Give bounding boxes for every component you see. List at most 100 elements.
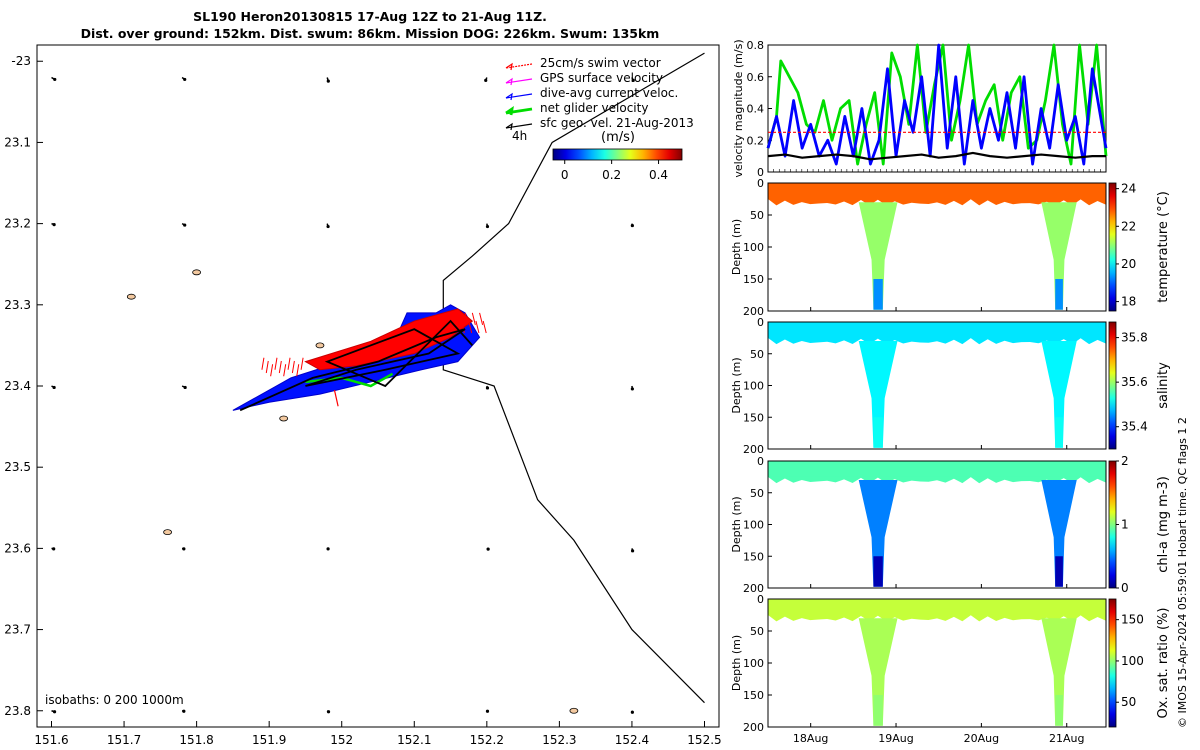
geo-velocity-vector-head — [484, 78, 488, 82]
geo-velocity-vector-head — [183, 223, 187, 227]
map-x-tick-label: 151.8 — [179, 733, 213, 747]
swim-vector — [261, 357, 265, 370]
section-colorbar-tick-label: 1 — [1121, 518, 1129, 532]
section-surface-layer-edge — [768, 337, 1106, 345]
section-y-tick-label: 50 — [750, 209, 764, 222]
section-deep-dive — [1041, 480, 1077, 587]
salinity-section-panel: 0 50 100 150 200 Depth (m) 35.4 35.6 35.8 salinit… — [730, 316, 1171, 456]
swim-vector — [464, 312, 469, 326]
time-axis-tick-label: 18Aug — [793, 732, 828, 745]
geo-velocity-vector-head — [326, 710, 331, 714]
section-surface-layer — [768, 322, 1106, 338]
swim-vector — [265, 360, 269, 374]
swim-vector — [482, 320, 487, 334]
swim-vector — [270, 364, 274, 377]
section-surface-layer — [768, 599, 1106, 615]
section-colorbar-tick-label: 22 — [1121, 219, 1136, 233]
swim-vector — [471, 312, 476, 326]
section-deep-dive-bottom — [873, 417, 883, 448]
title-line-1: SL190 Heron20130815 17-Aug 12Z to 21-Aug… — [193, 9, 547, 24]
section-colorbar-tick-label: 35.6 — [1121, 375, 1148, 389]
section-colorbar-label: salinity — [1156, 362, 1171, 409]
geo-velocity-vector-head — [183, 385, 187, 390]
geo-velocity-vector-head — [326, 547, 330, 551]
geo-velocity-vector-head — [485, 386, 490, 390]
legend-entry-label: GPS surface velocity — [540, 71, 663, 85]
section-colorbar-tick-label: 100 — [1121, 654, 1144, 668]
map-colorbar-label: (m/s) — [601, 130, 635, 145]
section-y-axis-label: Depth (m) — [730, 496, 743, 552]
section-deep-dive-bottom — [873, 695, 883, 726]
map-colorbar-tick-label: 0.4 — [649, 168, 668, 182]
time-axis-tick-label: 19Aug — [878, 732, 913, 745]
section-colorbar — [1108, 182, 1117, 312]
section-colorbar-tick-label: 18 — [1121, 295, 1136, 309]
map-x-tick-label: 152.4 — [615, 733, 649, 747]
map-x-tick-label: 152.1 — [397, 733, 431, 747]
geo-velocity-vector-head — [485, 224, 490, 229]
legend-entry-arrow — [505, 78, 533, 84]
geo-velocity-vector-head — [630, 223, 634, 228]
section-y-tick-label: 100 — [743, 657, 764, 670]
section-y-tick-label: 100 — [743, 241, 764, 254]
swim-vector — [283, 364, 287, 377]
geo-velocity-vector-head — [182, 547, 186, 551]
swim-vector — [278, 360, 282, 374]
section-deep-dive-bottom — [1055, 695, 1063, 726]
legend-entry-arrow — [505, 63, 533, 69]
legend-entry-label: net glider velocity — [540, 101, 648, 115]
geo-velocity-vector-head — [486, 547, 490, 551]
section-surface-layer-edge — [768, 476, 1106, 484]
geo-velocity-vector-head — [52, 547, 56, 551]
swim-vector — [479, 312, 484, 326]
section-colorbar — [1108, 321, 1117, 450]
map-x-tick-label: 152.2 — [470, 733, 504, 747]
map-x-tick-label: 151.7 — [107, 733, 141, 747]
geo-velocity-vector-head — [52, 222, 56, 227]
swim-vector — [333, 389, 339, 407]
map-colorbar — [552, 148, 683, 161]
section-y-axis-label: Depth (m) — [730, 635, 743, 691]
velocity-series-line — [767, 151, 1106, 161]
legend-time-scale-label: 4h — [512, 129, 527, 143]
velocity-y-axis-label: velocity magnitude (m/s) — [732, 39, 745, 177]
map-x-tick-label: 151.6 — [34, 733, 68, 747]
swim-vector — [457, 312, 462, 326]
geo-velocity-vector-head — [53, 77, 57, 82]
section-colorbar-label: Ox. sat. ratio (%) — [1156, 608, 1171, 719]
reef-island — [569, 707, 579, 714]
reef-island — [126, 293, 136, 300]
section-y-tick-label: 150 — [743, 411, 764, 424]
temperature-section-panel: 0 50 100 150 200 Depth (m) 18 20 22 24 temperature… — [730, 177, 1171, 318]
reef-island — [279, 415, 289, 422]
map-y-tick-label: 23.1 — [4, 135, 31, 149]
section-surface-layer — [768, 183, 1106, 199]
swim-vector — [291, 360, 295, 374]
swim-vector — [468, 320, 473, 334]
velocity-series-line — [766, 43, 1108, 166]
section-y-tick-label: 200 — [743, 305, 764, 318]
chlorophyll-section-panel: 0 50 100 150 200 Depth (m) 0 1 2 chl-a (mg m-3) — [730, 454, 1171, 595]
geo-velocity-vector-head — [630, 549, 635, 553]
legend-entry-arrowhead — [505, 122, 513, 131]
section-y-tick-label: 0 — [757, 593, 764, 606]
map-y-tick-label: 23.3 — [4, 298, 31, 312]
section-deep-dive-bottom — [1055, 417, 1063, 448]
section-colorbar-tick-label: 35.4 — [1121, 420, 1148, 434]
glider-track-map: 151.6 151.7 151.8 151.9 152 152.1 152.2 152.3 15… — [4, 44, 722, 747]
legend-entry-arrowhead — [505, 106, 514, 116]
section-surface-layer — [768, 461, 1106, 477]
geo-velocity-vector-head — [630, 387, 634, 391]
geo-velocity-vector-head — [485, 709, 490, 713]
velocity-y-tick-label: 0.8 — [747, 39, 765, 52]
section-colorbar — [1108, 598, 1117, 728]
section-deep-dive — [858, 341, 898, 448]
glider-track — [239, 319, 473, 412]
map-x-tick-label: 152.3 — [542, 733, 576, 747]
swim-vector — [475, 320, 480, 334]
geo-velocity-vector-head — [326, 224, 330, 229]
section-deep-dive — [858, 618, 898, 726]
section-colorbar-label: temperature (°C) — [1156, 191, 1171, 303]
section-deep-dive-bottom — [1055, 556, 1063, 587]
map-x-tick-label: 152 — [330, 733, 353, 747]
